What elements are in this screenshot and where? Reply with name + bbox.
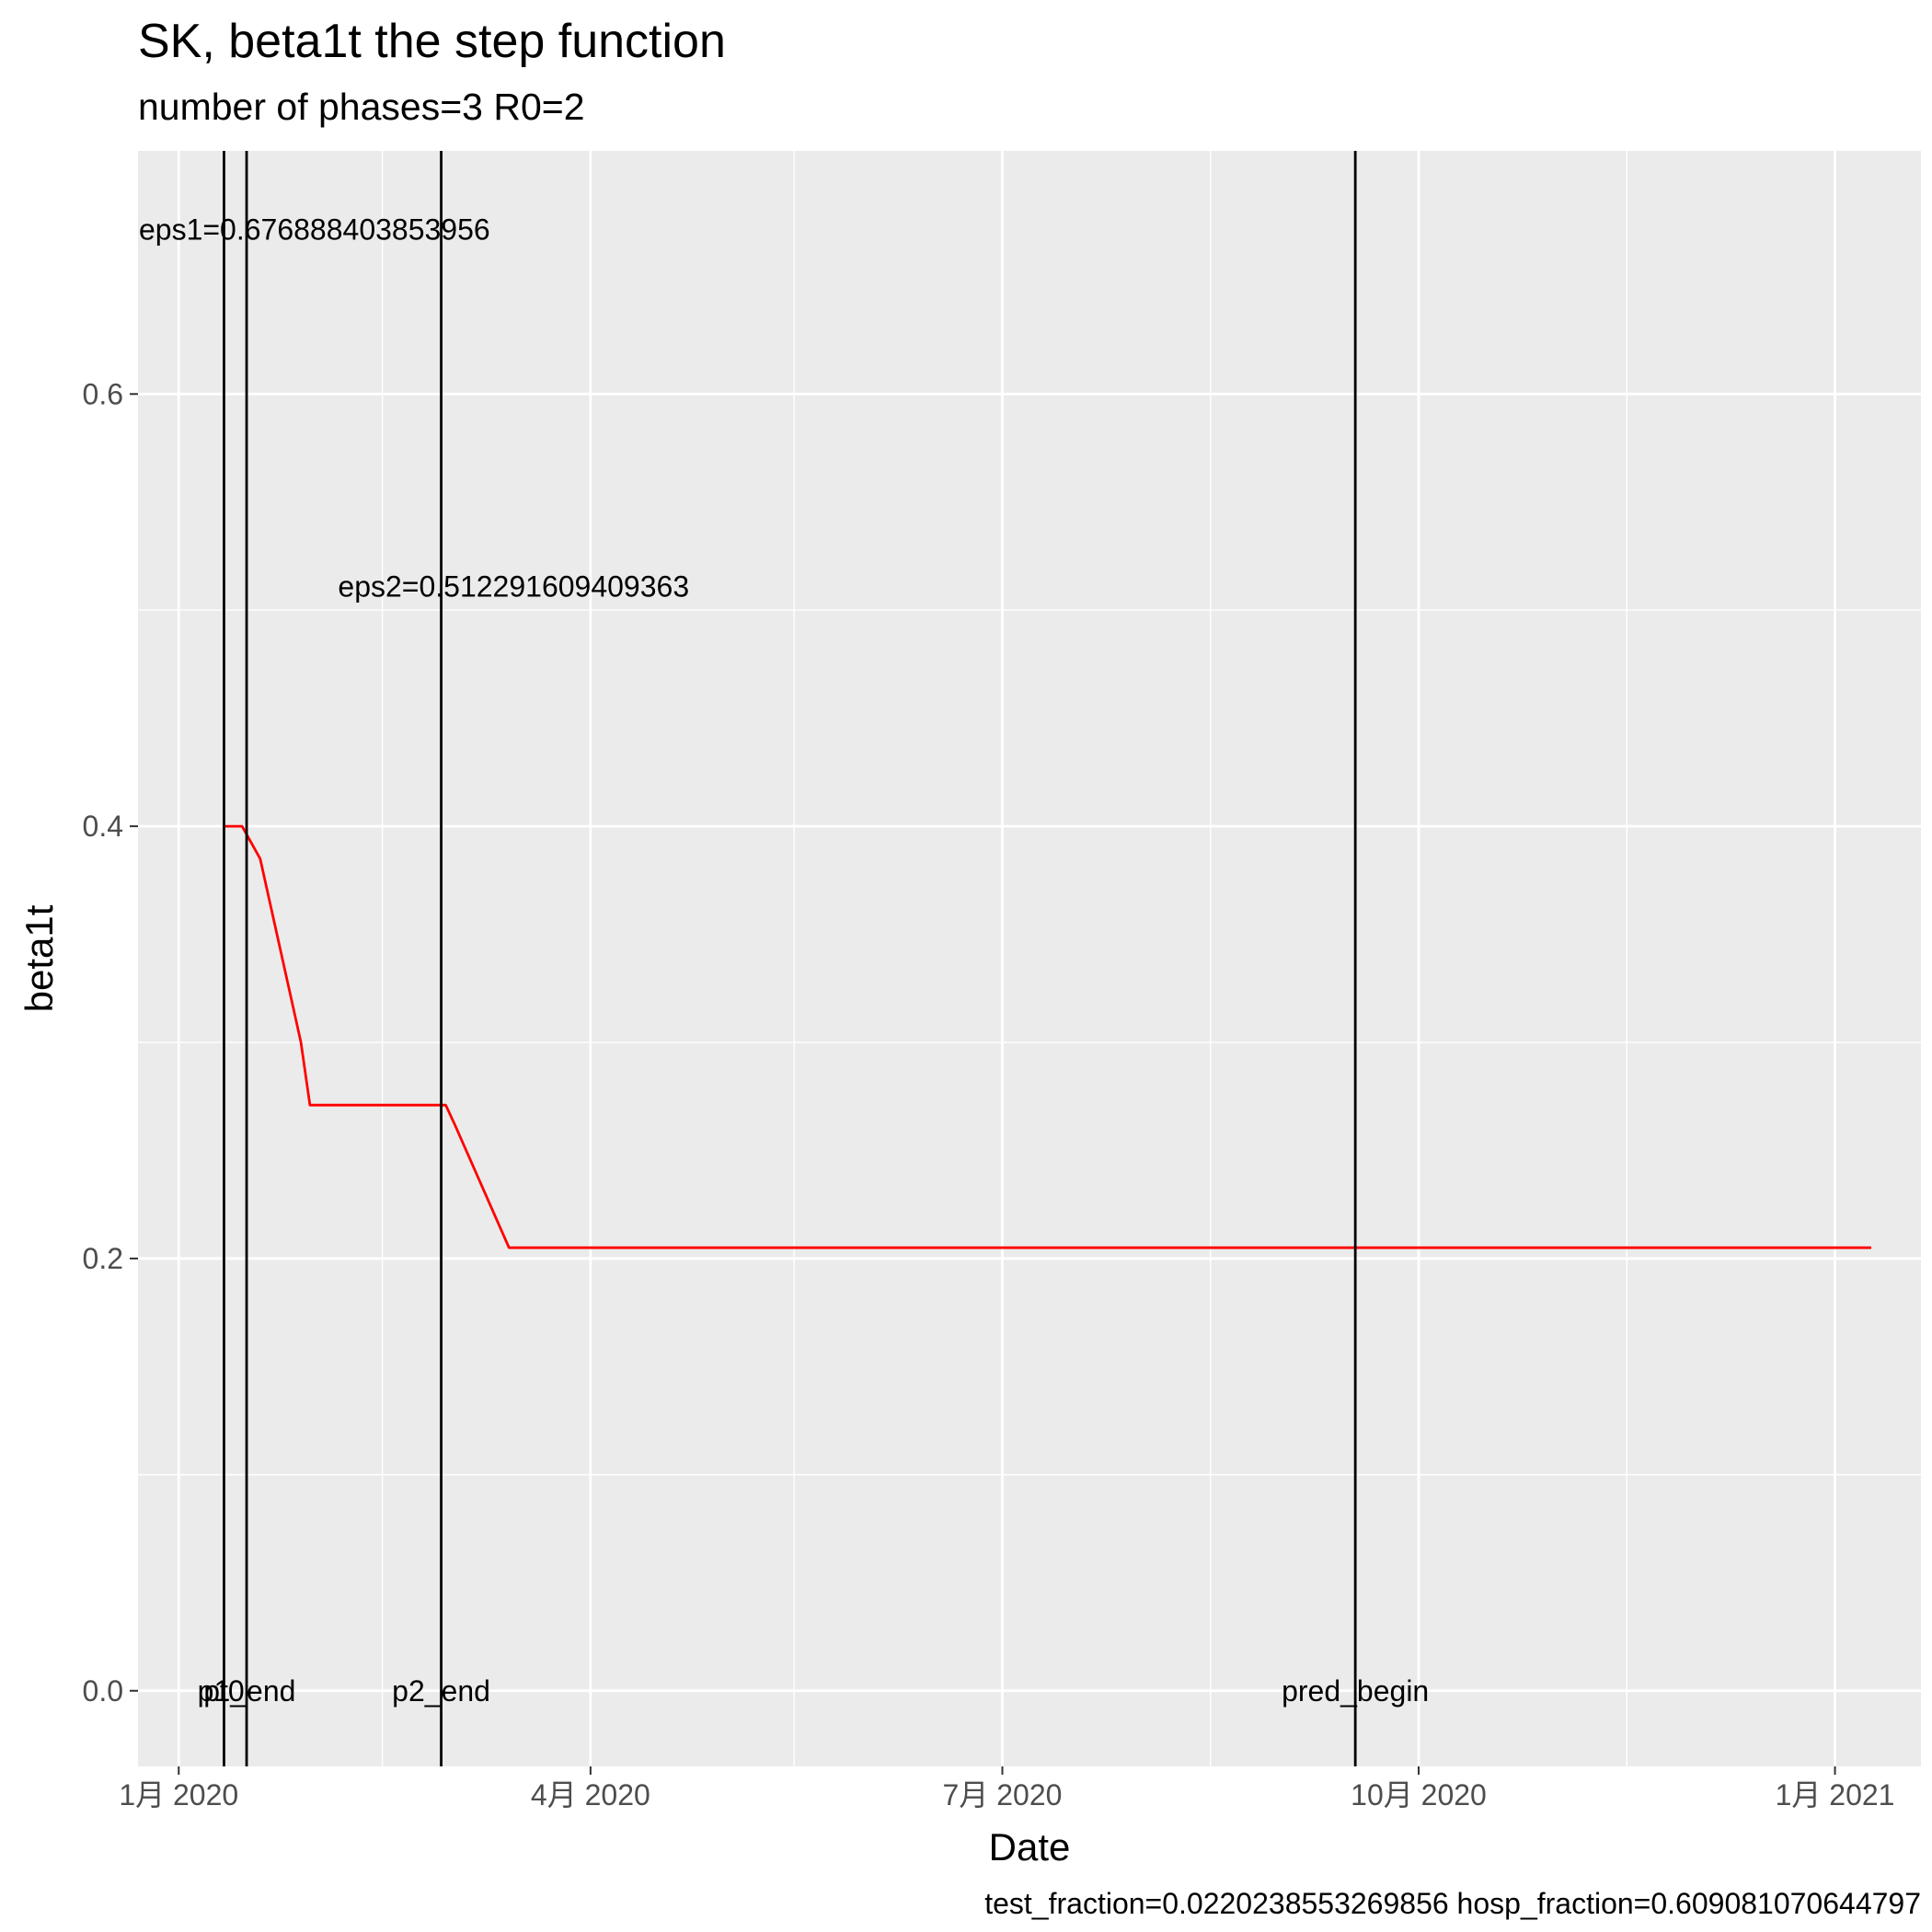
y-tick-label: 0.0 [83, 1674, 123, 1708]
series-layer [224, 824, 1871, 1249]
chart-caption: test_fraction=0.0220238553269856 hosp_fr… [984, 1887, 1921, 1920]
vline-label: p1_end [198, 1674, 296, 1708]
chart-subtitle: number of phases=3 R0=2 [138, 86, 585, 128]
y-axis-title: beta1t [17, 904, 61, 1012]
x-tick-label: 7月 2020 [943, 1778, 1063, 1811]
plot-panel [138, 151, 1921, 1766]
vline-label: pred_begin [1282, 1674, 1429, 1708]
vline-label: p2_end [392, 1674, 490, 1708]
x-tick-label: 1月 2020 [119, 1778, 238, 1811]
vline-label: pt0 [203, 1674, 244, 1708]
y-tick-label: 0.6 [83, 377, 123, 410]
series-line [224, 824, 1871, 1249]
chart-title: SK, beta1t the step function [138, 15, 726, 68]
x-tick-label: 4月 2020 [531, 1778, 650, 1811]
y-tick-label: 0.4 [83, 810, 123, 843]
annotations: eps1=0.676888403853956 eps2=0.51229160940… [139, 213, 689, 604]
annotation-label: eps1=0.676888403853956 [139, 213, 490, 247]
x-tick-label: 10月 2020 [1351, 1778, 1487, 1811]
minor-gridlines [138, 151, 1921, 1766]
y-tick-label: 0.2 [83, 1242, 123, 1275]
x-axis: 1月 2020 4月 2020 7月 2020 10月 2020 1月 2021 [119, 1766, 1894, 1811]
annotation-label: eps2=0.512291609409363 [338, 569, 689, 603]
x-axis-title: Date [989, 1825, 1071, 1869]
x-tick-label: 1月 2021 [1776, 1778, 1895, 1811]
major-gridlines [138, 151, 1921, 1766]
y-axis: 0.0 0.2 0.4 0.6 [83, 377, 138, 1708]
